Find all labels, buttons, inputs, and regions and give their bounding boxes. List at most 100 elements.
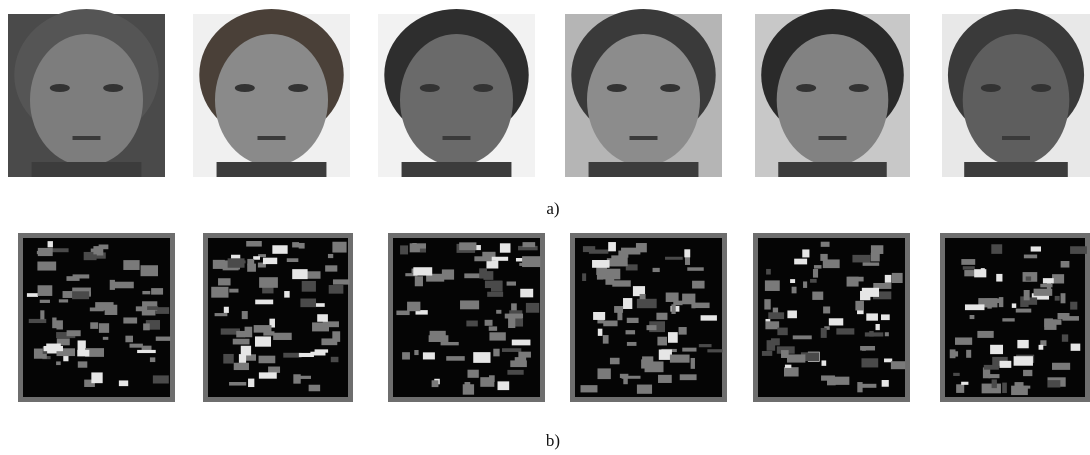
face-photo xyxy=(8,9,165,177)
lbp-patch xyxy=(621,248,640,255)
lbp-patch xyxy=(637,299,657,308)
lbp-patch xyxy=(485,320,493,326)
lbp-patch xyxy=(414,350,418,355)
lbp-patch xyxy=(1002,318,1014,321)
lbp-patch xyxy=(110,280,115,290)
lbp-patch xyxy=(679,327,687,335)
lbp-patch xyxy=(773,308,778,313)
lbp-patch xyxy=(991,244,1002,254)
lbp-patch xyxy=(1047,380,1060,387)
lbp-patch xyxy=(215,313,228,316)
lbp-patch xyxy=(420,249,426,253)
lbp-image xyxy=(388,233,545,402)
lbp-patch xyxy=(984,365,999,370)
eye xyxy=(1031,84,1051,92)
lbp-patch xyxy=(992,379,997,388)
lbp-patch xyxy=(485,281,502,288)
lbp-patch xyxy=(233,339,250,345)
face-photo xyxy=(942,9,1090,177)
lbp-patch xyxy=(331,357,339,362)
lbp-patch xyxy=(241,346,251,356)
lbp-patch xyxy=(996,274,1002,282)
lbp-patch xyxy=(1024,255,1037,259)
lbp-patch xyxy=(765,321,779,329)
mouth xyxy=(819,136,847,140)
lbp-patch xyxy=(611,255,627,266)
lbp-patch xyxy=(640,294,646,299)
lbp-patch xyxy=(323,321,339,327)
lbp-patch xyxy=(295,376,311,379)
lbp-patch xyxy=(666,293,679,302)
lbp-patch xyxy=(793,335,812,339)
lbp-patch xyxy=(248,379,254,387)
lbp-patch xyxy=(441,342,459,345)
lbp-patch xyxy=(785,365,791,368)
lbp-patch xyxy=(502,348,521,352)
lbp-patch xyxy=(982,384,1001,394)
lbp-patch xyxy=(822,360,827,365)
lbp-patch xyxy=(803,281,807,287)
lbp-patch xyxy=(623,298,632,309)
lbp-patch xyxy=(871,253,880,262)
lbp-patch xyxy=(608,242,616,251)
lbp-patch xyxy=(990,345,1003,354)
lbp-patch xyxy=(836,328,854,334)
lbp-patch xyxy=(293,374,300,383)
lbp-patch xyxy=(1017,340,1028,348)
lbp-patch xyxy=(99,323,109,333)
lbp-patch xyxy=(820,254,827,261)
lbp-patch xyxy=(59,299,68,302)
lbp-patch xyxy=(153,375,169,383)
face-photo xyxy=(193,9,350,177)
lbp-patch xyxy=(1012,303,1016,307)
panel-label: a) xyxy=(546,199,559,218)
lbp-patch xyxy=(603,321,617,327)
lbp-patch xyxy=(143,323,150,330)
lbp-patch xyxy=(1015,382,1024,389)
lbp-patch xyxy=(965,304,985,310)
lbp-patch xyxy=(1058,313,1070,319)
lbp-patch xyxy=(974,269,986,277)
eye xyxy=(288,84,308,92)
lbp-patch xyxy=(860,384,877,388)
lbp-patch xyxy=(29,319,46,323)
lbp-patch xyxy=(848,277,863,282)
lbp-patch xyxy=(402,352,410,359)
lbp-patch xyxy=(685,257,690,265)
lbp-image xyxy=(570,233,727,402)
lbp-patch xyxy=(956,384,964,393)
lbp-patch xyxy=(823,306,830,313)
lbp-patch xyxy=(1052,363,1070,370)
lbp-patch xyxy=(512,340,531,346)
lbp-patch xyxy=(623,375,627,384)
lbp-patch xyxy=(423,352,435,359)
lbp-image xyxy=(940,233,1090,402)
lbp-patch xyxy=(130,344,143,348)
lbp-patch xyxy=(520,289,533,298)
lbp-patch xyxy=(1070,302,1077,310)
lbp-patch xyxy=(496,310,501,314)
eye xyxy=(235,84,255,92)
lbp-patch xyxy=(429,335,449,342)
lbp-patch xyxy=(961,382,968,385)
lbp-patch xyxy=(852,255,870,263)
lbp-patch xyxy=(863,262,880,265)
lbp-patch xyxy=(500,243,511,252)
lbp-patch xyxy=(218,278,231,285)
lbp-patch xyxy=(656,313,667,320)
lbp-patch xyxy=(1070,246,1087,254)
lbp-patch xyxy=(430,331,434,336)
lbp-patch xyxy=(810,279,817,283)
lbp-patch xyxy=(526,303,539,313)
lbp-patch xyxy=(224,307,229,313)
lbp-patch xyxy=(72,291,89,299)
face-photo xyxy=(378,9,535,177)
lbp-patch xyxy=(665,257,683,260)
lbp-patch xyxy=(498,381,510,390)
lbp-patch xyxy=(156,337,171,341)
lbp-patch xyxy=(1023,370,1032,376)
lbp-patch xyxy=(787,310,797,318)
lbp-patch xyxy=(692,281,704,289)
lbp-patch xyxy=(821,242,830,247)
lbp-patch xyxy=(855,301,864,311)
